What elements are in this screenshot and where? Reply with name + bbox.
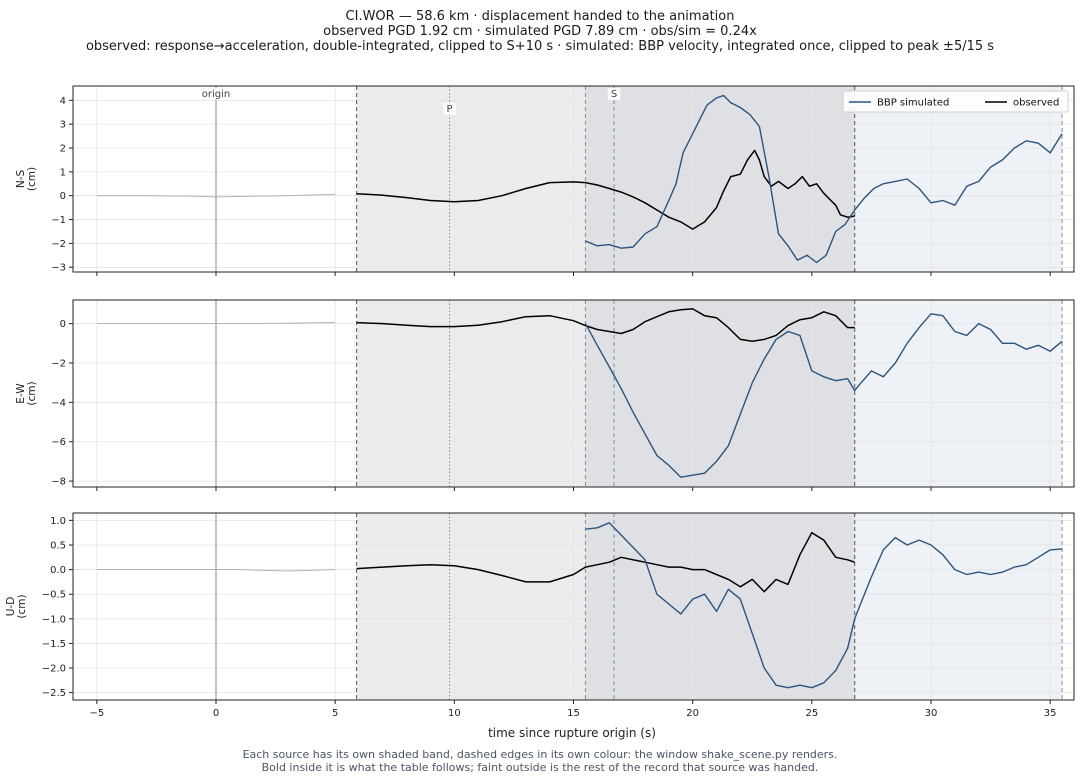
y-tick-label: 0.0 — [50, 565, 66, 576]
marker-label-s: S — [611, 89, 617, 100]
y-axis-label-line: N-S — [15, 170, 27, 189]
series-line-observed — [356, 308, 855, 343]
chart-title-line-2: observed PGD 1.92 cm · simulated PGD 7.8… — [323, 24, 757, 39]
overlap-window-band — [585, 300, 855, 487]
y-axis-label: U-D(cm) — [5, 594, 28, 618]
marker-label-bg — [607, 88, 621, 100]
legend-label-observed: observed — [1013, 98, 1059, 109]
y-tick-label: −1 — [51, 215, 66, 226]
y-axis-label-line: (cm) — [26, 381, 38, 405]
y-tick-label: −2.5 — [42, 688, 66, 699]
legend-label-simulated: BBP simulated — [877, 98, 949, 109]
series-line-simulated — [584, 313, 1063, 478]
series-group — [96, 94, 1063, 264]
chart-title-line-1: CI.WOR — 58.6 km · displacement handed t… — [346, 9, 735, 24]
footnote-line-2: Bold inside it is what the table follows… — [262, 761, 819, 774]
y-axis-label-line: (cm) — [16, 594, 28, 618]
x-tick-label: 30 — [925, 708, 938, 719]
y-tick-label: 1 — [60, 167, 66, 178]
y-tick-label: 2 — [60, 144, 66, 155]
y-tick-label: −3 — [51, 263, 66, 274]
footnote-line-1: Each source has its own shaded band, das… — [243, 748, 838, 761]
series-faint-observed — [96, 322, 336, 325]
x-tick-label: 10 — [448, 708, 461, 719]
y-tick-label: 1.0 — [50, 516, 66, 527]
marker-label-bg — [443, 103, 456, 115]
series-group — [96, 522, 1063, 689]
y-axis-label: E-W(cm) — [15, 381, 38, 405]
y-tick-label: −0.5 — [42, 590, 66, 601]
y-tick-label: 0 — [60, 191, 66, 202]
y-tick-label: −6 — [51, 437, 66, 448]
y-tick-label: −1.0 — [42, 614, 66, 625]
marker-label-bg — [193, 88, 239, 100]
y-tick-label: 0.5 — [50, 540, 66, 551]
y-tick-label: 0 — [60, 319, 66, 330]
x-tick-label: 35 — [1044, 708, 1057, 719]
series-faint-observed — [96, 569, 336, 572]
x-tick-label: 25 — [805, 708, 818, 719]
legend-box — [842, 90, 1069, 113]
y-tick-label: 4 — [60, 96, 66, 107]
overlap-window-band — [585, 86, 855, 272]
x-tick-label: 20 — [686, 708, 699, 719]
y-tick-label: −4 — [51, 398, 66, 409]
panel-1: origin P S −3 −2 −1 0 1 2 3 4 N-S(cm) BBP simulated o… — [15, 85, 1075, 276]
y-tick-label: −2 — [51, 239, 66, 250]
panel-3: −2.5 −2.0 −1.5 −1.0 −0.5 0.0 0.5 1.0 −5 0 5 10 15 20 2… — [5, 512, 1075, 719]
panel-2: −8 −6 −4 −2 0 E-W(cm) — [15, 299, 1075, 491]
y-axis-label-line: U-D — [5, 597, 17, 617]
legend: BBP simulated observed — [842, 90, 1069, 113]
series-line-observed — [356, 149, 855, 230]
series-faint-observed — [96, 193, 336, 198]
x-tick-label: 5 — [332, 708, 338, 719]
series-line-observed — [356, 531, 855, 593]
overlap-window-band — [585, 513, 855, 700]
y-tick-label: −2.0 — [42, 664, 66, 675]
series-line-simulated — [585, 522, 1063, 689]
y-axis-label-line: (cm) — [26, 167, 38, 191]
marker-label-origin: origin — [202, 89, 230, 100]
marker-label-p: P — [447, 104, 453, 115]
chart-title-line-3: observed: response→acceleration, double-… — [86, 39, 994, 54]
y-tick-label: 3 — [60, 120, 66, 131]
x-tick-label: 0 — [213, 708, 219, 719]
y-tick-label: −8 — [51, 477, 66, 488]
y-axis-label: N-S(cm) — [15, 167, 38, 191]
series-group — [96, 308, 1063, 478]
x-tick-label: −5 — [89, 708, 104, 719]
y-tick-label: −1.5 — [42, 639, 66, 650]
y-axis-label-line: E-W — [15, 383, 27, 404]
x-axis-label: time since rupture origin (s) — [488, 726, 656, 740]
x-tick-label: 15 — [567, 708, 580, 719]
y-tick-label: −2 — [51, 358, 66, 369]
series-line-simulated — [585, 94, 1063, 264]
